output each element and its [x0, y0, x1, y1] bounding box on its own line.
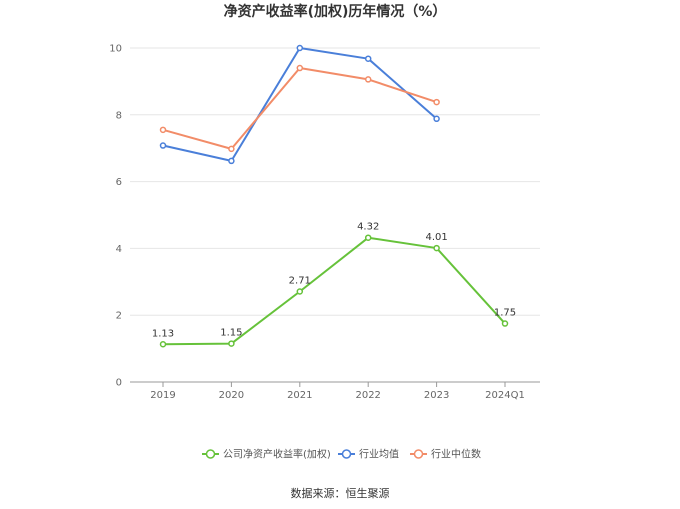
data-point-industry-mean: [228, 157, 235, 165]
y-tick-label: 10: [109, 44, 122, 55]
y-tick-label: 8: [116, 110, 122, 121]
legend-label-industry-median: 行业中位数: [431, 448, 481, 461]
legend-swatch-marker: [341, 449, 352, 459]
y-tick-label: 0: [116, 378, 122, 389]
data-point-industry-mean: [296, 44, 304, 52]
y-tick-label: 2: [116, 311, 122, 322]
data-point-company-roe: [228, 340, 235, 347]
x-tick-label: 2020: [219, 390, 244, 401]
data-point-company-roe: [159, 341, 167, 348]
x-tick-label: 2021: [287, 390, 312, 401]
legend-swatch-marker: [413, 449, 424, 459]
legend[interactable]: 公司净资产收益率(加权) 行业均值 行业中位数: [202, 448, 481, 461]
legend-swatch-marker: [205, 449, 216, 459]
data-point-industry-median: [159, 126, 167, 134]
x-tick-label: 2024Q1: [485, 390, 525, 401]
data-point-industry-median: [228, 145, 235, 153]
data-point-company-roe: [296, 288, 304, 295]
x-axis: 2019 2020 2021 2022 2023 2024Q1: [130, 381, 540, 401]
x-tick-label: 2022: [355, 390, 380, 401]
y-tick-label: 4: [116, 244, 122, 255]
data-point-industry-median: [433, 98, 440, 106]
y-tick-label: 6: [116, 177, 122, 188]
data-label: 4.32: [357, 222, 379, 233]
data-label: 4.01: [425, 232, 447, 243]
x-tick-label: 2023: [424, 390, 449, 401]
chart-title: 净资产收益率(加权)历年情况（%）: [224, 3, 447, 20]
data-label: 1.75: [494, 308, 516, 319]
legend-label-company-roe: 公司净资产收益率(加权): [223, 448, 331, 461]
data-point-industry-mean: [159, 142, 167, 149]
data-point-industry-mean: [364, 55, 372, 62]
series-group: 1.13 1.15 2.71 4.32 4.01 1.75: [152, 44, 516, 348]
data-point-industry-median: [364, 76, 372, 83]
data-source: 数据来源：恒生聚源: [291, 486, 390, 500]
y-axis: 0 2 4 6 8 10: [109, 44, 122, 389]
data-point-industry-mean: [433, 115, 440, 123]
data-point-company-roe: [501, 320, 509, 327]
data-label: 1.13: [152, 328, 174, 339]
grid-lines: [130, 47, 540, 316]
series-line-industry-median: [162, 67, 437, 150]
data-point-company-roe: [364, 234, 372, 241]
data-point-industry-median: [296, 64, 304, 72]
data-label: 2.71: [289, 275, 311, 286]
data-label: 1.15: [220, 328, 242, 339]
legend-label-industry-mean: 行业均值: [359, 448, 399, 461]
x-tick-label: 2019: [150, 390, 175, 401]
series-line-company-roe: [162, 236, 506, 346]
data-point-company-roe: [433, 244, 440, 252]
